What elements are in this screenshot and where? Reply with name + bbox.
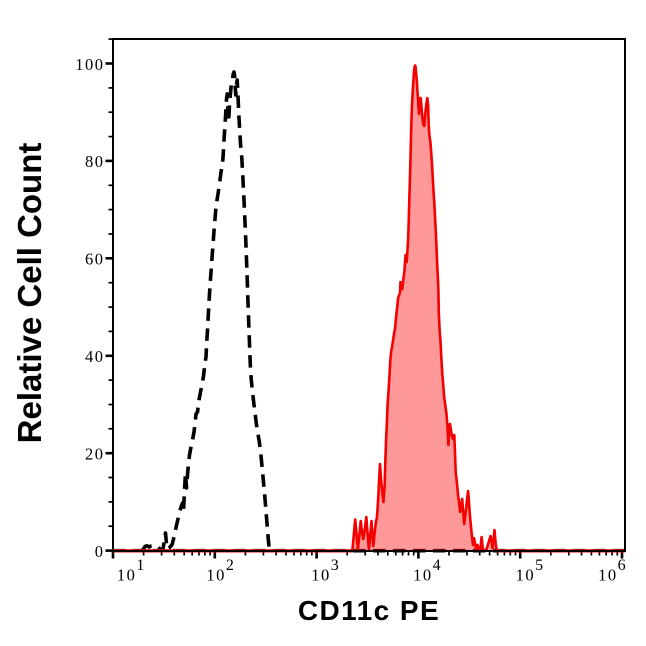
- svg-text:60: 60: [85, 250, 105, 269]
- svg-text:Relative Cell Count: Relative Cell Count: [11, 143, 48, 444]
- svg-text:20: 20: [85, 445, 105, 464]
- svg-text:100: 100: [75, 55, 104, 74]
- svg-text:CD11c PE: CD11c PE: [298, 595, 440, 626]
- svg-text:0: 0: [95, 542, 105, 561]
- svg-text:80: 80: [85, 152, 105, 171]
- svg-text:40: 40: [85, 347, 105, 366]
